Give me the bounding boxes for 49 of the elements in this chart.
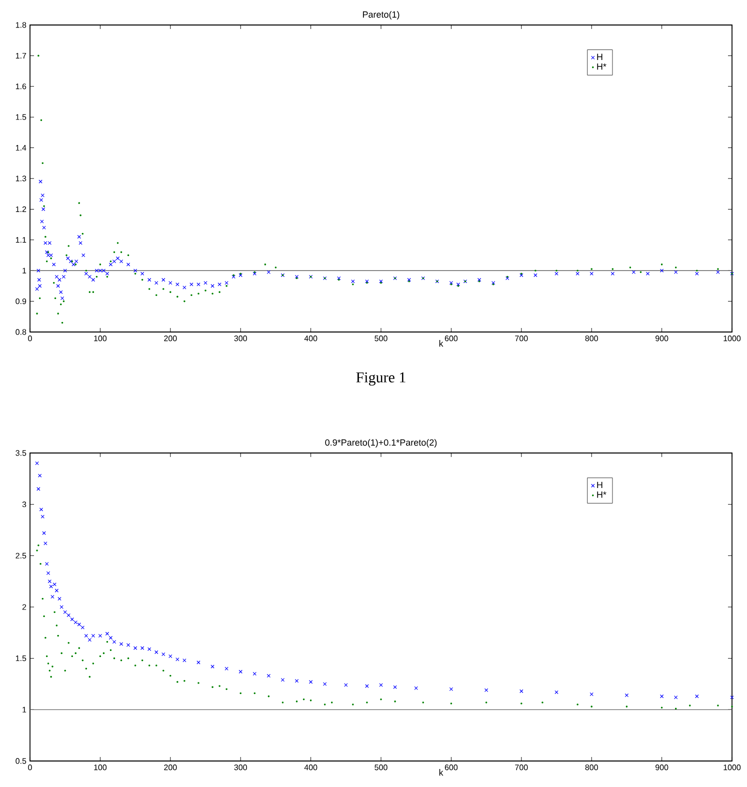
x-tick-label: 900 — [656, 336, 668, 342]
x-axis-title: k — [439, 340, 444, 347]
legend-label: H — [597, 54, 602, 60]
x-tick-label: 300 — [234, 336, 247, 342]
x-tick-label: 100 — [94, 764, 107, 770]
x-tick-label: 1000 — [724, 336, 741, 342]
y-tick-label: 1.5 — [16, 656, 26, 662]
caption: Figure 1 — [356, 372, 406, 386]
chart-title: Pareto(1) — [362, 11, 400, 20]
x-tick-label: 400 — [304, 764, 318, 770]
y-tick-label: 1.6 — [16, 84, 26, 90]
x-tick-label: 0 — [28, 336, 32, 342]
x-tick-label: 500 — [374, 764, 388, 770]
x-tick-label: 800 — [585, 336, 598, 342]
y-tick-label: 1 — [22, 706, 26, 712]
y-tick-label: 2 — [22, 604, 26, 610]
y-tick-label: 1.5 — [16, 114, 26, 120]
y-tick-label: 1 — [22, 268, 26, 274]
x-tick-label: 900 — [656, 764, 668, 770]
x-tick-label: 500 — [374, 336, 388, 342]
y-tick-label: 0.5 — [16, 758, 26, 764]
y-tick-label: 1.2 — [16, 206, 26, 212]
y-tick-label: 1.4 — [16, 145, 26, 151]
x-tick-label: 600 — [444, 336, 458, 342]
x-tick-label: 800 — [585, 764, 598, 770]
x-tick-label: 700 — [515, 336, 528, 342]
y-tick-label: 1.1 — [16, 237, 26, 243]
legend-label: H* — [597, 63, 606, 70]
x-tick-label: 400 — [304, 336, 318, 342]
x-tick-label: 200 — [164, 336, 177, 342]
x-tick-label: 100 — [94, 336, 107, 342]
y-tick-label: 1.7 — [16, 52, 26, 58]
legend-label: H* — [597, 492, 606, 498]
x-tick-label: 200 — [164, 764, 177, 770]
y-tick-label: 2.5 — [16, 552, 26, 558]
x-tick-label: 700 — [515, 764, 528, 770]
x-tick-label: 1000 — [724, 764, 741, 770]
y-tick-label: 0.8 — [16, 329, 26, 335]
x-tick-label: 0 — [28, 764, 32, 770]
legend-label: H — [597, 482, 602, 488]
x-tick-label: 600 — [444, 764, 458, 770]
y-tick-label: 1.3 — [16, 176, 26, 182]
x-tick-label: 300 — [234, 764, 247, 770]
y-tick-label: 3.5 — [16, 450, 26, 456]
x-axis-title: k — [439, 769, 444, 776]
y-tick-label: 3 — [22, 502, 26, 508]
chart-title: 0.9*Pareto(1)+0.1*Pareto(2) — [325, 439, 437, 448]
y-tick-label: 1.8 — [16, 22, 26, 28]
y-tick-label: 0.9 — [16, 298, 26, 304]
